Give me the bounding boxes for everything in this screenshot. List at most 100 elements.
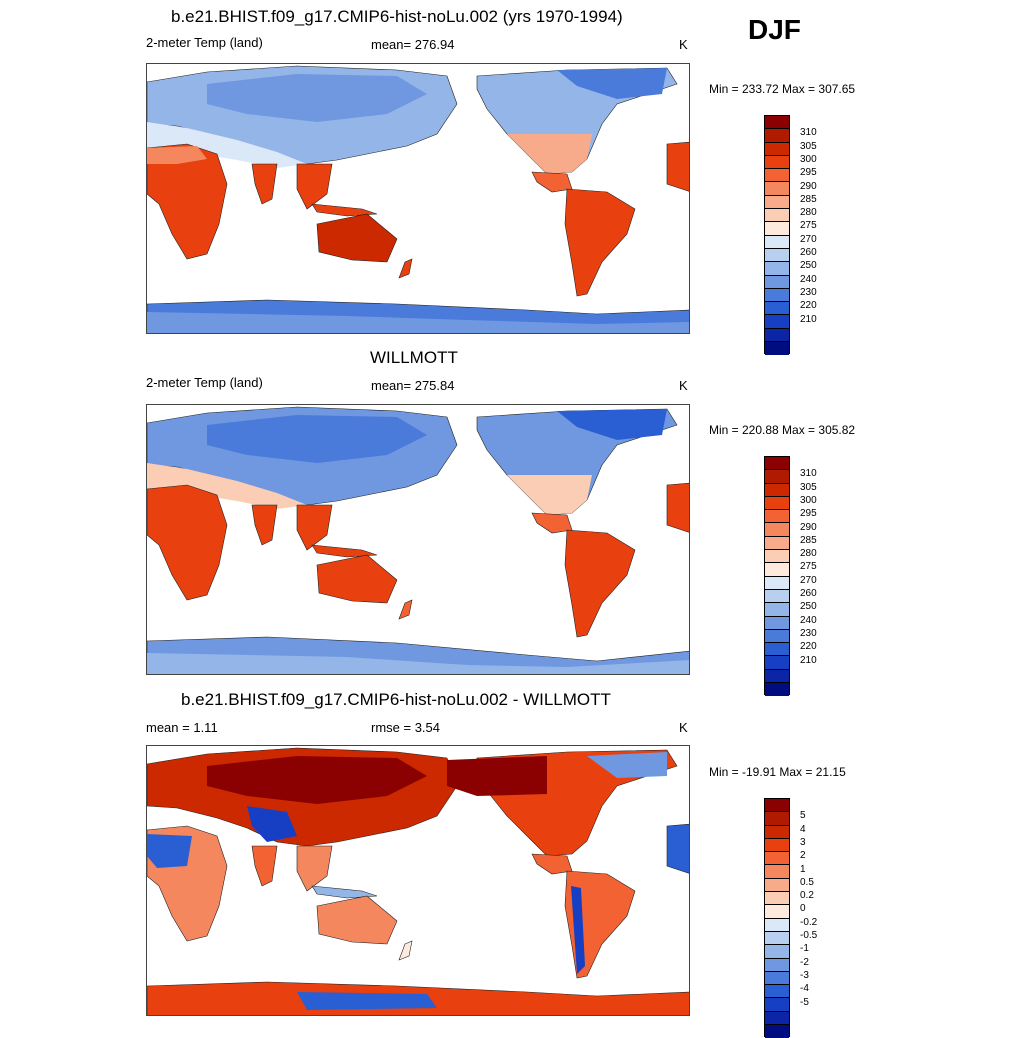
panel2-colorbar-swatch [765, 589, 789, 604]
panel2-colorbar-swatch [765, 523, 789, 537]
panel3-colorbar-tick-label: -2 [800, 956, 809, 968]
panel1-colorbar-swatch [765, 182, 789, 196]
panel3-map [146, 745, 690, 1016]
panel2-colorbar-tick-label: 300 [800, 494, 817, 506]
panel3-colorbar-tick-label: -3 [800, 969, 809, 981]
panel1-colorbar-swatch [765, 288, 789, 303]
panel1-colorbar-swatch [765, 315, 789, 329]
panel1-colorbar-swatch [765, 235, 789, 249]
panel3-colorbar-tick-label: -0.2 [800, 916, 818, 928]
panel1-colorbar-swatch [765, 195, 789, 210]
panel2-colorbar-swatch [765, 536, 789, 551]
panel1-map [146, 63, 690, 334]
panel3-colorbar-swatch [765, 931, 789, 946]
panel1-colorbar-swatch [765, 129, 789, 143]
panel2-colorbar-tick-label: 275 [800, 561, 817, 573]
panel3-colorbar-tick-label: -1 [800, 943, 809, 955]
panel1-colorbar-swatch [765, 342, 789, 356]
panel2-colorbar-tick-label: 210 [800, 654, 817, 666]
panel1-mean-label: mean= 276.94 [371, 37, 455, 52]
panel3-colorbar-swatch [765, 799, 789, 813]
panel3-colorbar-swatch [765, 812, 789, 826]
panel3-colorbar-swatch [765, 918, 789, 932]
panel2-colorbar-tick-label: 230 [800, 627, 817, 639]
panel3-colorbar-tick-label: 5 [800, 810, 806, 822]
panel1-colorbar-tick-label: 220 [800, 300, 817, 312]
panel2-colorbar-swatch [765, 603, 789, 617]
panel2-colorbar-swatch [765, 629, 789, 644]
panel2-colorbar-swatch [765, 576, 789, 590]
panel2-map-graphic [147, 406, 689, 674]
panel3-colorbar-swatch [765, 958, 789, 972]
panel3-map-graphic [147, 747, 689, 1015]
panel3-colorbar-tick-label: 1 [800, 863, 806, 875]
panel2-colorbar-tick-label: 285 [800, 534, 817, 546]
panel2-colorbar-swatch [765, 683, 789, 697]
panel3-colorbar-tick-label: -5 [800, 996, 809, 1008]
panel2-colorbar-tick-label: 305 [800, 481, 817, 493]
panel2-units-label: K [679, 378, 688, 393]
panel1-colorbar-tick-label: 240 [800, 273, 817, 285]
panel3-colorbar [764, 798, 790, 1038]
panel2-colorbar-swatch [765, 563, 789, 577]
panel2-colorbar-tick-label: 280 [800, 548, 817, 560]
panel3-colorbar-swatch [765, 865, 789, 879]
panel1-colorbar-swatch [765, 262, 789, 276]
panel3-colorbar-tick-label: 2 [800, 850, 806, 862]
panel3-colorbar-swatch [765, 945, 789, 959]
panel1-colorbar-tick-label: 250 [800, 260, 817, 272]
panel2-title: WILLMOTT [370, 348, 458, 367]
panel3-colorbar-swatch [765, 1011, 789, 1026]
panel1-colorbar-tick-label: 310 [800, 127, 817, 139]
panel3-mean-label: mean = 1.11 [146, 720, 218, 735]
panel2-mean-label: mean= 275.84 [371, 378, 455, 393]
panel2-colorbar-swatch [765, 616, 789, 630]
panel3-colorbar-swatch [765, 878, 789, 893]
panel2-colorbar-swatch [765, 470, 789, 484]
panel3-colorbar-swatch [765, 998, 789, 1012]
panel1-units-label: K [679, 37, 688, 52]
panel2-variable-label: 2-meter Temp (land) [146, 375, 263, 390]
panel1-title: b.e21.BHIST.f09_g17.CMIP6-hist-noLu.002 … [171, 7, 623, 26]
panel1-colorbar [764, 115, 790, 356]
panel1-colorbar-swatch [765, 275, 789, 289]
panel2-colorbar-swatch [765, 496, 789, 511]
panel3-colorbar-swatch [765, 905, 789, 919]
panel3-colorbar-tick-label: 0 [800, 903, 806, 915]
panel3-colorbar-tick-label: -4 [800, 983, 809, 995]
panel3-colorbar-swatch [765, 892, 789, 906]
panel2-colorbar-swatch [765, 643, 789, 657]
panel2-colorbar-swatch [765, 510, 789, 524]
panel2-colorbar-tick-label: 260 [800, 588, 817, 599]
panel1-colorbar-tick-label: 280 [800, 207, 817, 219]
panel3-colorbar-swatch [765, 985, 789, 999]
panel2-colorbar-swatch [765, 483, 789, 497]
panel1-map-graphic [147, 65, 689, 333]
panel2-colorbar-tick-label: 310 [800, 468, 817, 480]
panel1-colorbar-swatch [765, 248, 789, 263]
panel1-colorbar-swatch [765, 328, 789, 343]
panel1-colorbar-tick-label: 260 [800, 247, 817, 258]
panel3-colorbar-tick-label: 3 [800, 836, 806, 848]
panel1-colorbar-tick-label: 295 [800, 167, 817, 179]
panel3-colorbar-swatch [765, 852, 789, 866]
panel1-colorbar-tick-label: 285 [800, 193, 817, 205]
panel1-colorbar-tick-label: 270 [800, 233, 817, 245]
panel2-colorbar-swatch [765, 656, 789, 670]
panel2-colorbar-tick-label: 240 [800, 614, 817, 626]
panel3-colorbar-swatch [765, 1025, 789, 1038]
panel3-colorbar-swatch [765, 838, 789, 853]
panel1-colorbar-swatch [765, 169, 789, 183]
panel2-map [146, 404, 690, 675]
panel2-colorbar-tick-label: 290 [800, 521, 817, 533]
panel2-colorbar-tick-label: 250 [800, 601, 817, 613]
panel1-colorbar-tick-label: 275 [800, 220, 817, 232]
panel1-colorbar-swatch [765, 222, 789, 236]
panel3-colorbar-tick-label: 4 [800, 823, 806, 835]
panel1-colorbar-swatch [765, 116, 789, 130]
panel2-colorbar-tick-label: 295 [800, 508, 817, 520]
panel2-colorbar-swatch [765, 669, 789, 684]
panel2-colorbar-swatch [765, 550, 789, 564]
panel3-title: b.e21.BHIST.f09_g17.CMIP6-hist-noLu.002 … [181, 690, 611, 709]
panel2-colorbar [764, 456, 790, 697]
